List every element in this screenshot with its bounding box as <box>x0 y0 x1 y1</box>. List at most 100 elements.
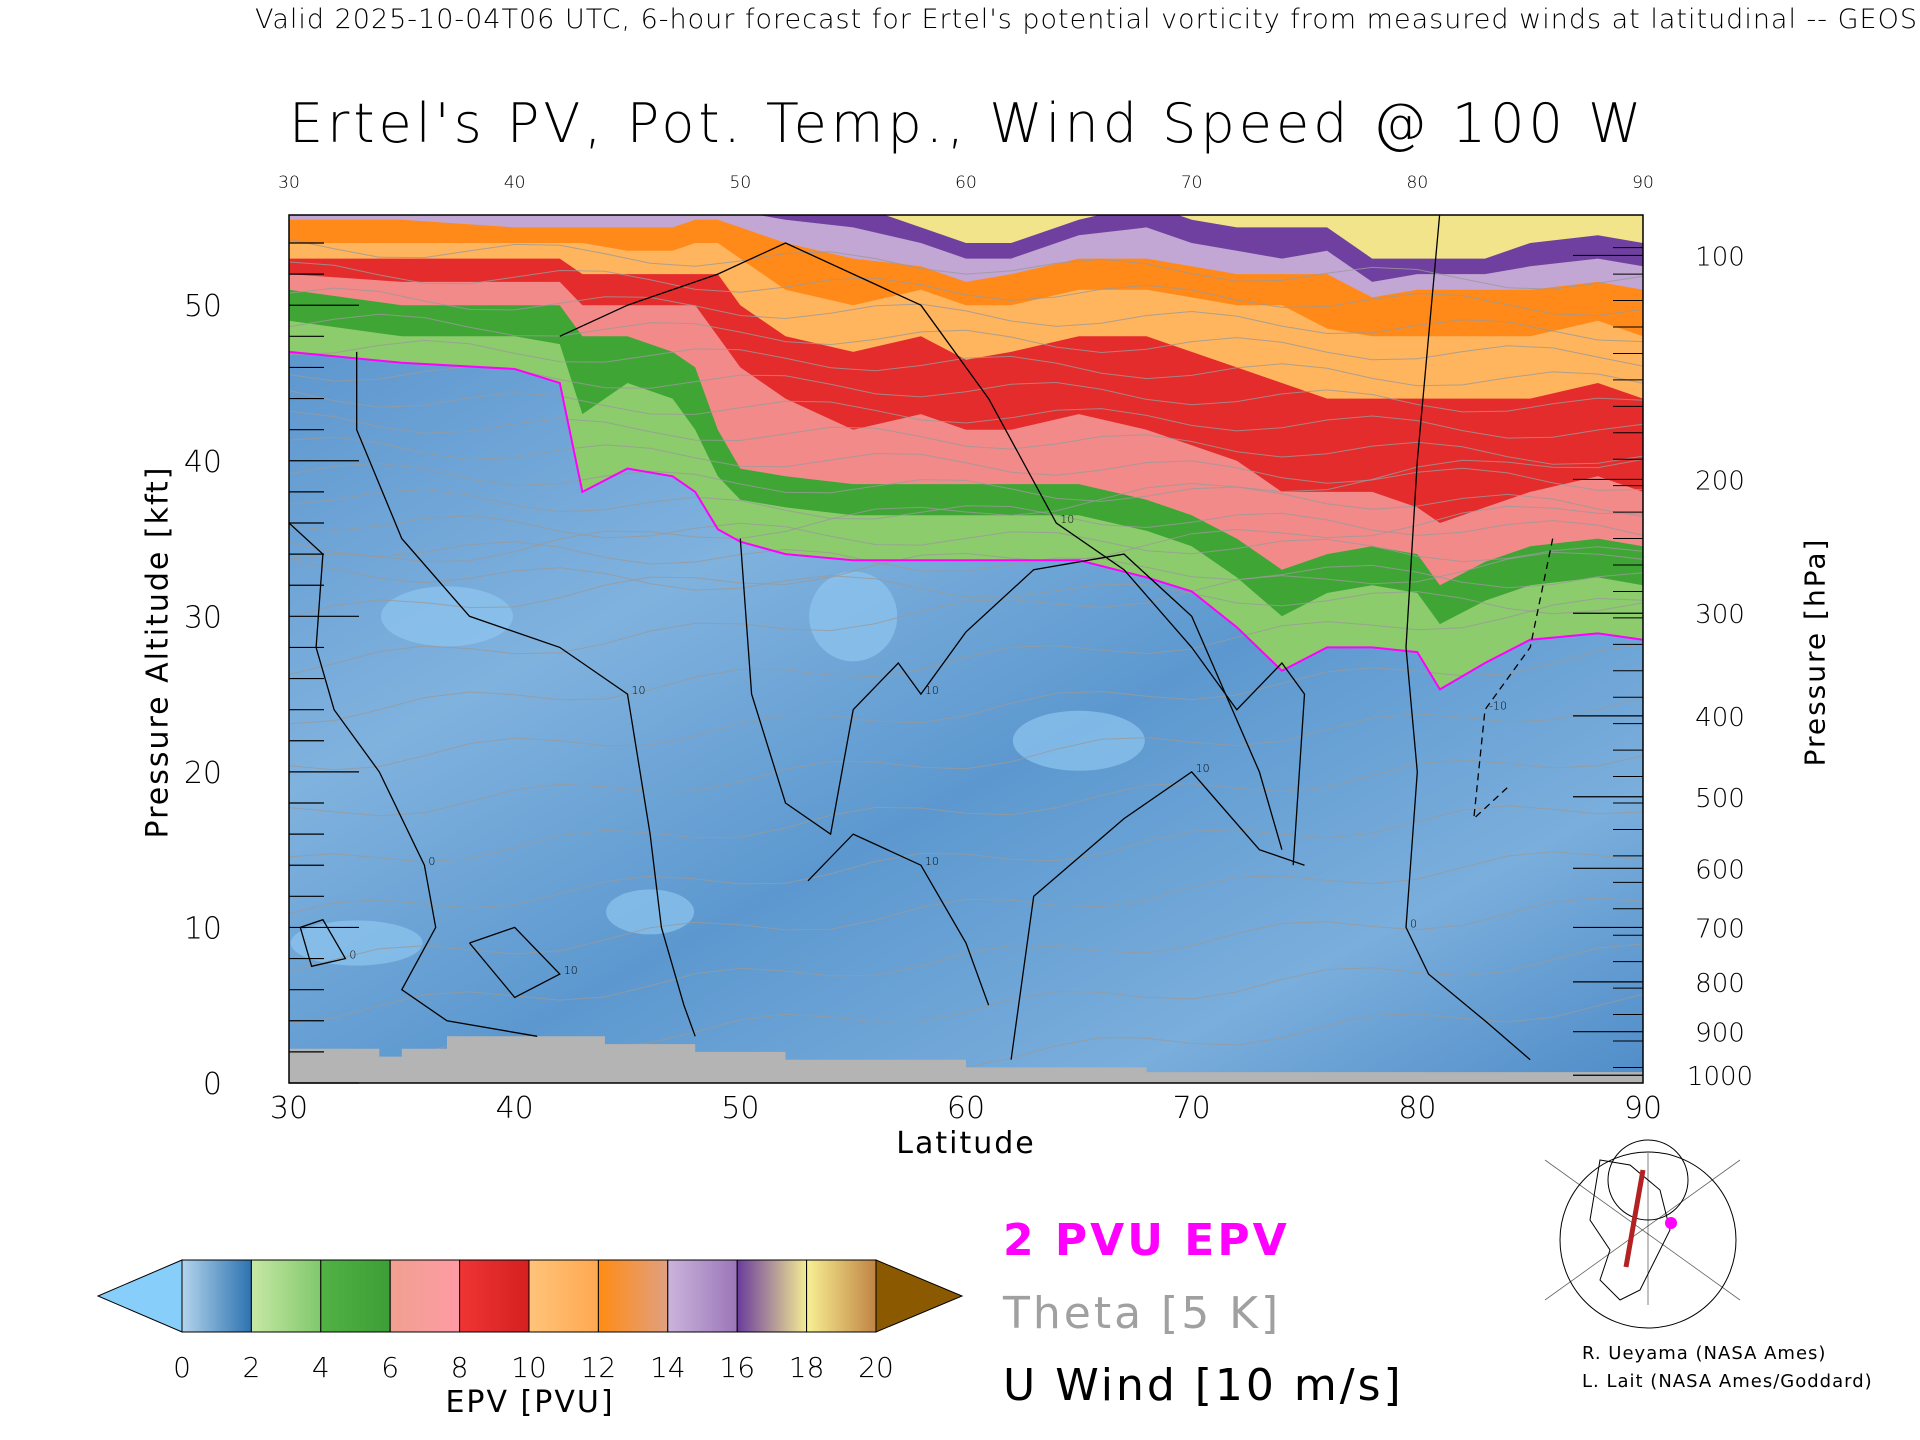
colorbar-tick-label: 10 <box>511 1351 547 1384</box>
colorbar-tick-label: 18 <box>789 1351 825 1384</box>
u-wind-contour-label: -10 <box>1489 700 1507 713</box>
u-wind-contour-label: 10 <box>1196 762 1210 775</box>
pressure-tick-label: 100 <box>1695 242 1745 272</box>
colorbar-above-arrow <box>875 1259 964 1333</box>
u-wind-contour-label: 10 <box>925 684 939 697</box>
y-axis-label: Pressure Altitude [kft] <box>140 465 176 839</box>
credit-line-1: R. Ueyama (NASA Ames) <box>1582 1343 1827 1364</box>
u-wind-contour <box>356 351 696 1037</box>
theta-contour <box>289 313 1643 367</box>
theta-contour <box>289 410 1643 465</box>
legend-theta: Theta [5 K] <box>1003 1288 1282 1339</box>
x-top-tick-label: 30 <box>278 173 300 193</box>
x-tick-label: 80 <box>1398 1091 1436 1126</box>
epv-field: 10 0 10 10 0 -10 10 10 0 10 <box>289 215 1643 1083</box>
epv-low-patch <box>290 920 423 966</box>
colorbar: 0 2 4 6 8 10 12 14 16 18 20 <box>96 1259 964 1384</box>
pressure-tick-label: 400 <box>1695 703 1745 733</box>
u-wind-contour-label: 10 <box>632 684 646 697</box>
x-tick-label: 40 <box>496 1091 534 1126</box>
theta-contour <box>289 644 1643 771</box>
x-tick-label: 90 <box>1624 1091 1662 1126</box>
epv-low-patch <box>606 889 695 935</box>
colorbar-segment <box>250 1259 322 1333</box>
y-tick-label: 20 <box>184 756 222 791</box>
theta-contour <box>289 851 1643 973</box>
map-latitude-circle <box>1559 1151 1737 1329</box>
theta-contour <box>289 287 1643 343</box>
colorbar-segment <box>806 1259 877 1333</box>
axes: 3030404050506060707080809090010203040501… <box>184 173 1753 1126</box>
x-top-tick-label: 70 <box>1181 173 1203 193</box>
u-wind-contour-label: 10 <box>1060 513 1074 526</box>
x-axis-label: Latitude <box>896 1126 1036 1161</box>
theta-contour <box>289 551 1643 676</box>
epv-low-patch <box>809 571 898 662</box>
colorbar-label: EPV [PVU] <box>445 1385 615 1420</box>
y-tick-label: 40 <box>184 445 222 480</box>
theta-contour <box>289 488 1643 536</box>
x-tick-label: 60 <box>947 1091 985 1126</box>
theta-contour <box>289 261 1643 317</box>
u-wind-contour <box>1405 215 1531 1061</box>
x-tick-label: 70 <box>1173 1091 1211 1126</box>
colorbar-tick-label: 20 <box>858 1351 894 1384</box>
epv-low-patch <box>1012 710 1145 771</box>
u-wind-contour <box>559 242 1306 866</box>
u-wind-contour-label: 0 <box>349 949 356 962</box>
colorbar-tick-label: 4 <box>312 1351 330 1384</box>
u-wind-contour <box>1472 538 1554 821</box>
theta-contour <box>289 541 1643 589</box>
colorbar-tick-label: 16 <box>719 1351 755 1384</box>
theta-contour <box>289 805 1643 915</box>
theta-contour <box>289 755 1643 863</box>
colorbar-segment <box>736 1259 808 1333</box>
pressure-tick-label: 300 <box>1695 600 1745 630</box>
map-coastline <box>1589 1159 1671 1301</box>
theta-contour <box>289 505 1643 619</box>
theta-contour <box>289 462 1643 517</box>
colorbar-tick-label: 2 <box>242 1351 260 1384</box>
colorbar-tick-label: 12 <box>581 1351 617 1384</box>
y-axis-right-label: Pressure [hPa] <box>1798 537 1832 767</box>
chart-title: Ertel's PV, Pot. Temp., Wind Speed @ 100… <box>289 92 1646 155</box>
y-tick-label: 0 <box>203 1067 222 1102</box>
valid-time-header: Valid 2025-10-04T06 UTC, 6-hour forecast… <box>254 4 1918 35</box>
colorbar-segment <box>597 1259 669 1333</box>
plot-frame <box>288 214 1644 1084</box>
pressure-tick-label: 1000 <box>1687 1062 1753 1092</box>
pv-2-contour <box>289 350 1643 691</box>
y-tick-label: 10 <box>184 911 222 946</box>
theta-contour <box>289 696 1643 817</box>
map-meridian <box>1544 1159 1741 1301</box>
x-top-tick-label: 90 <box>1632 173 1654 193</box>
pressure-tick-label: 200 <box>1695 466 1745 496</box>
epv-low-patch <box>380 586 513 647</box>
u-wind-contour <box>739 538 1283 850</box>
u-wind-contour <box>1010 771 1305 1060</box>
credit-line-2: L. Lait (NASA Ames/Goddard) <box>1582 1371 1873 1392</box>
cross-section-track <box>1623 1169 1646 1268</box>
u-wind-contour <box>289 522 538 1037</box>
legend-u-wind: U Wind [10 m/s] <box>1003 1360 1404 1411</box>
x-top-tick-label: 50 <box>730 173 752 193</box>
colorbar-segment <box>320 1259 391 1333</box>
u-wind-contour-label: 10 <box>564 964 578 977</box>
theta-contour <box>289 560 1643 615</box>
u-wind-contour <box>469 926 561 999</box>
theta-contour <box>289 897 1643 1024</box>
x-top-tick-label: 80 <box>1407 173 1429 193</box>
pressure-tick-label: 600 <box>1695 855 1745 885</box>
x-top-tick-label: 60 <box>955 173 977 193</box>
theta-contour <box>289 514 1643 563</box>
u-wind-contour <box>299 918 347 968</box>
pressure-tick-label: 500 <box>1695 784 1745 814</box>
colorbar-segment <box>389 1259 461 1333</box>
colorbar-tick-label: 0 <box>173 1351 191 1384</box>
colorbar-below-arrow <box>96 1259 183 1333</box>
y-tick-label: 30 <box>184 600 222 635</box>
terrain <box>289 1036 1643 1083</box>
theta-contour <box>289 339 1643 387</box>
x-top-tick-label: 40 <box>504 173 526 193</box>
